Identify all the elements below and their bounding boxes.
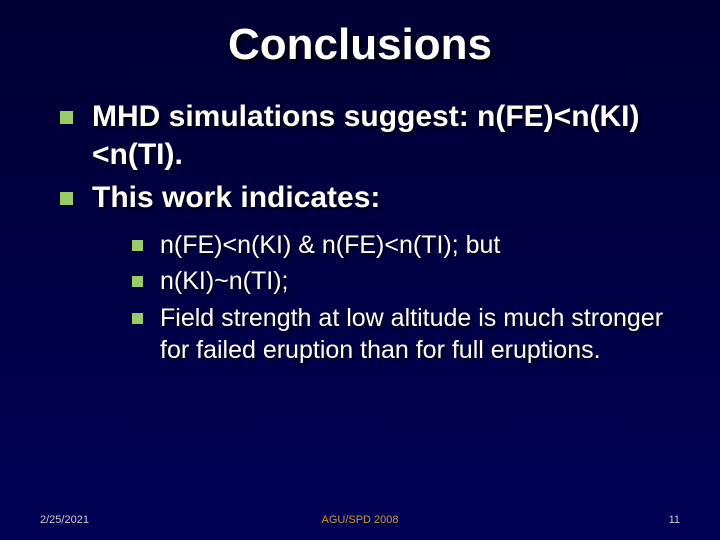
bullet-text: n(KI)~n(TI); — [160, 267, 289, 295]
footer: 2/25/2021 AGU/SPD 2008 11 — [0, 514, 720, 526]
bullet-item: This work indicates: n(FE)<n(KI) & n(FE)… — [60, 179, 680, 367]
footer-center: AGU/SPD 2008 — [321, 514, 398, 526]
bullet-item: n(KI)~n(TI); — [132, 265, 680, 298]
bullet-text: This work indicates: — [92, 181, 380, 214]
bullet-item: Field strength at low altitude is much s… — [132, 302, 680, 367]
slide: Conclusions MHD simulations suggest: n(F… — [0, 0, 720, 540]
bullet-text: MHD simulations suggest: n(FE)<n(KI)<n(T… — [92, 100, 640, 171]
bullet-text: Field strength at low altitude is much s… — [160, 304, 663, 365]
slide-title: Conclusions — [40, 20, 680, 70]
footer-date: 2/25/2021 — [40, 514, 89, 526]
bullet-text: n(FE)<n(KI) & n(FE)<n(TI); but — [160, 231, 500, 259]
footer-page: 11 — [669, 514, 680, 526]
bullet-list-level2: n(FE)<n(KI) & n(FE)<n(TI); but n(KI)~n(T… — [92, 229, 680, 367]
bullet-item: n(FE)<n(KI) & n(FE)<n(TI); but — [132, 229, 680, 262]
bullet-item: MHD simulations suggest: n(FE)<n(KI)<n(T… — [60, 98, 680, 173]
bullet-list-level1: MHD simulations suggest: n(FE)<n(KI)<n(T… — [40, 98, 680, 367]
